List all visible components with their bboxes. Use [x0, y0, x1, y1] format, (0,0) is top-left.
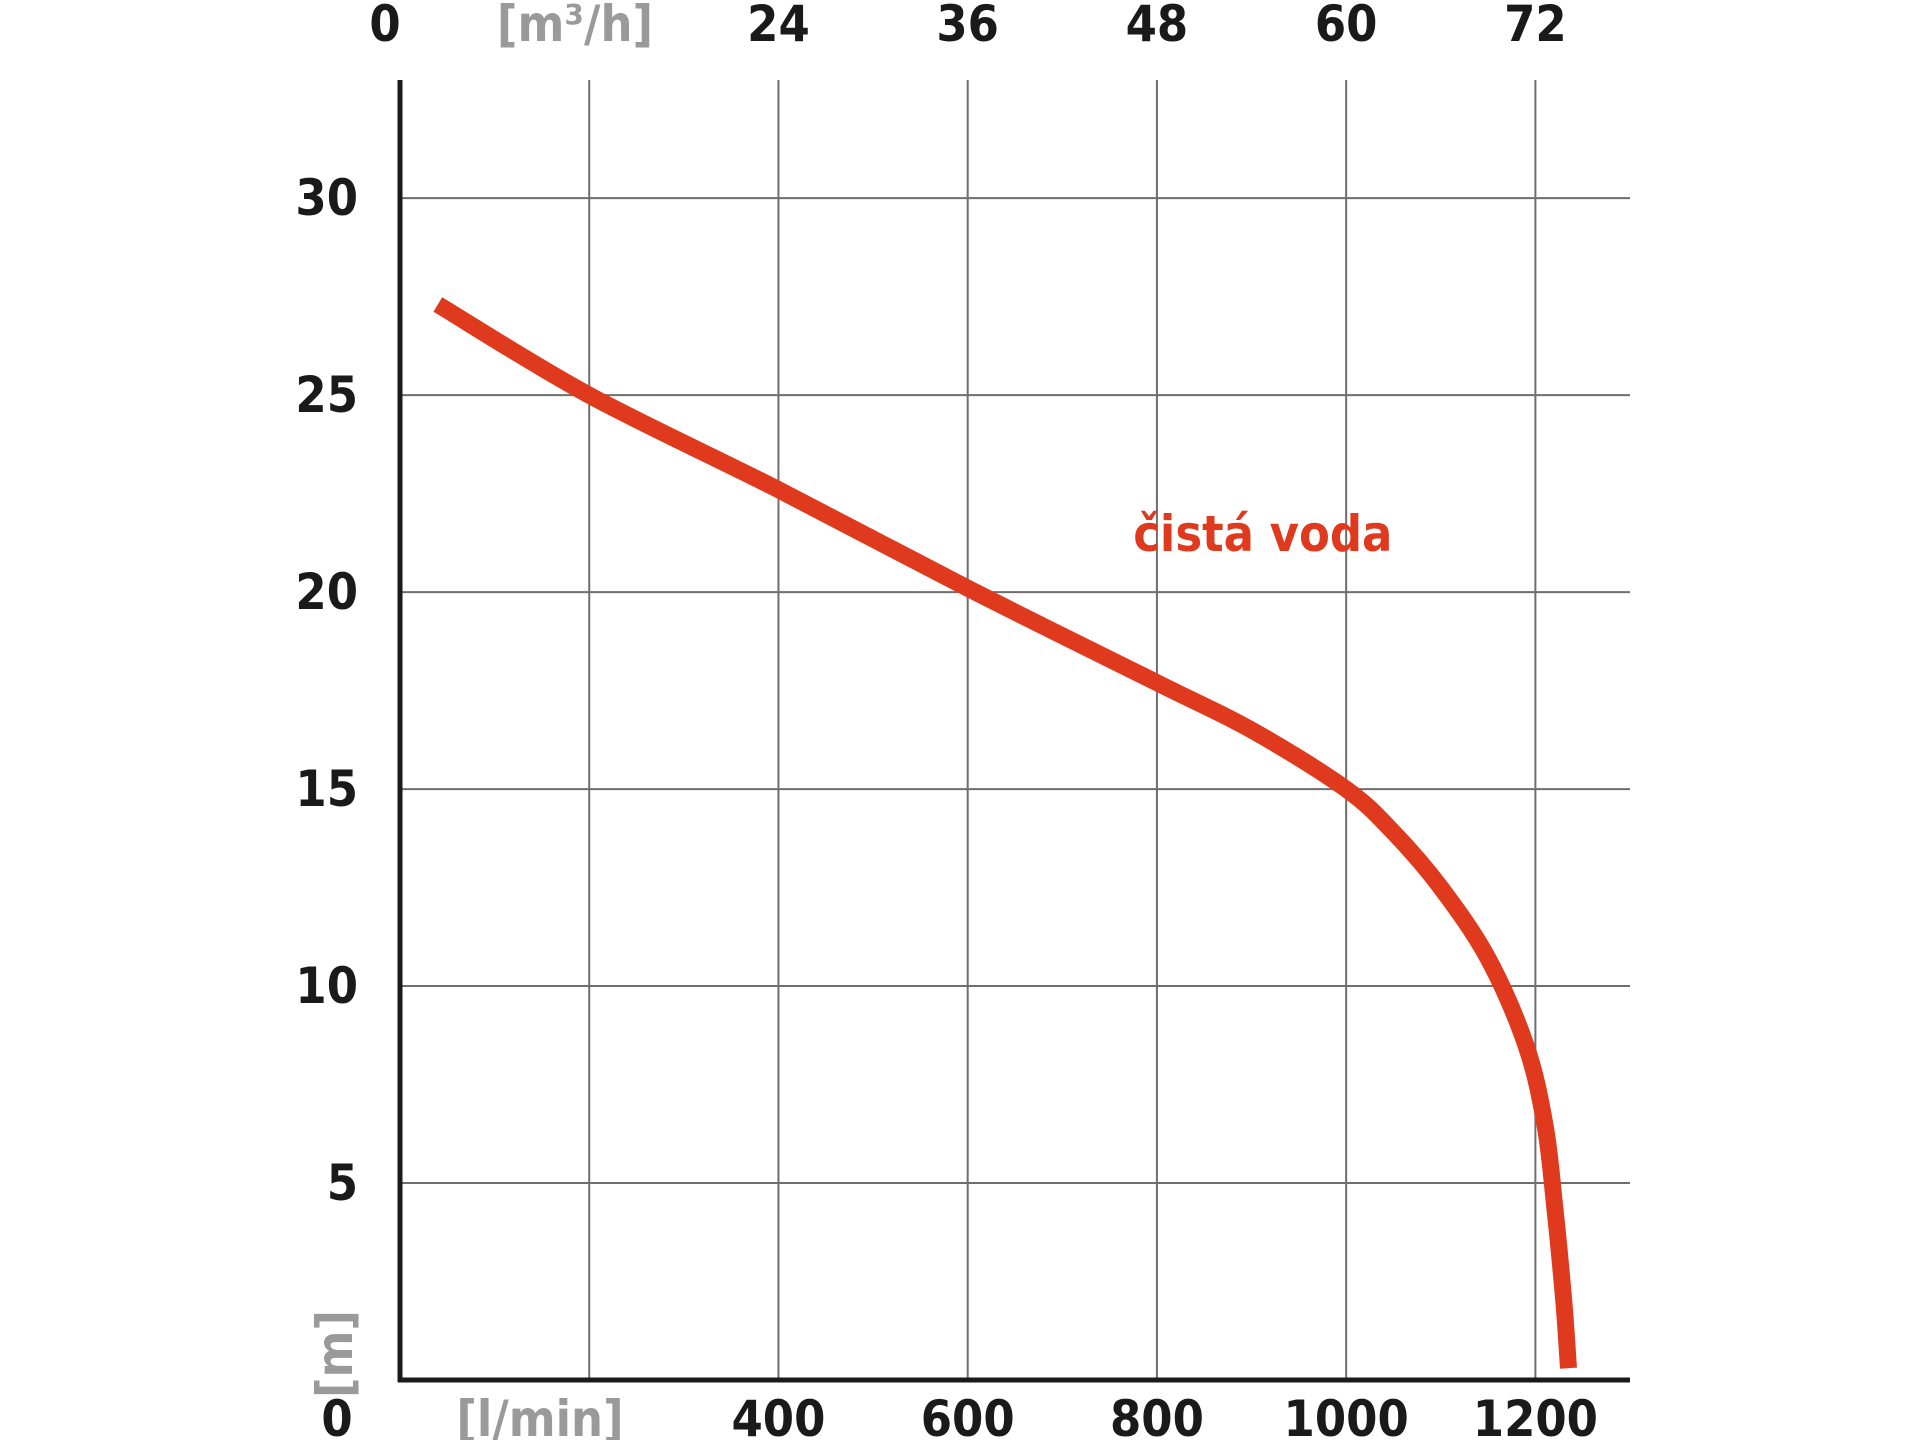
series-line-cista-voda [433, 297, 1577, 1369]
y-tick-label: 5 [327, 1154, 358, 1212]
x2-tick-label: 72 [1504, 0, 1567, 53]
x-tick-label: 600 [921, 1390, 1015, 1440]
y-tick-label: 15 [295, 760, 358, 818]
x2-axis-unit-label: [m³/h] [497, 0, 653, 53]
x2-tick-label: 60 [1315, 0, 1378, 53]
x-tick-label: 1000 [1284, 1390, 1409, 1440]
x2-tick-label: 24 [747, 0, 810, 53]
x2-tick-label: 48 [1126, 0, 1189, 53]
x2-tick-label: 36 [936, 0, 999, 53]
y-tick-label: 25 [295, 366, 358, 424]
x-axis-unit-label: [l/min] [456, 1390, 623, 1440]
x-tick-label: 1200 [1473, 1390, 1598, 1440]
grid [400, 80, 1630, 1380]
y-tick-label: 30 [295, 169, 358, 227]
labels: 5 10 15 20 25 30 0 400 600 800 1000 1200 0 24 36 48 60 72… [295, 0, 1598, 1440]
x2-tick-label: 0 [369, 0, 400, 53]
y-tick-label: 10 [295, 957, 358, 1015]
series-annotation-label: čistá voda [1133, 505, 1392, 563]
x-tick-label: 400 [732, 1390, 826, 1440]
series [433, 297, 1577, 1369]
axes [397, 80, 1630, 1383]
x-tick-label: 0 [321, 1390, 352, 1440]
y-tick-label: 20 [295, 563, 358, 621]
x-tick-label: 800 [1110, 1390, 1204, 1440]
y-axis-unit-label: [m] [306, 1310, 364, 1398]
